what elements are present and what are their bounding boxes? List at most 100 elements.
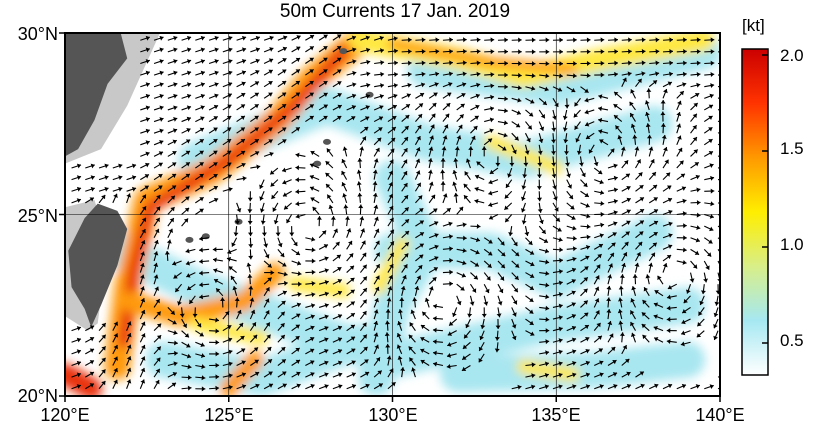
current-vector: [539, 37, 550, 43]
current-vector: [635, 172, 643, 181]
current-vector: [648, 252, 656, 262]
current-vector: [305, 57, 314, 64]
current-vector: [85, 348, 95, 355]
current-vector: [236, 309, 242, 320]
current-vector: [442, 207, 452, 215]
current-vector: [621, 71, 632, 77]
current-vector: [85, 163, 95, 169]
current-vector: [181, 128, 191, 134]
current-vector: [250, 58, 260, 65]
current-vector: [690, 71, 701, 77]
current-vector: [690, 82, 701, 88]
lat-label-25n: 25°N: [17, 206, 58, 226]
current-vector: [208, 93, 219, 99]
current-vector: [222, 47, 233, 53]
current-vector: [442, 60, 453, 66]
current-vector: [98, 175, 109, 181]
current-vector: [653, 325, 664, 332]
current-vector: [264, 270, 275, 276]
current-vector: [442, 102, 451, 111]
current-vector: [325, 160, 334, 169]
current-vector: [662, 254, 672, 262]
current-vector: [236, 150, 246, 157]
current-vector: [414, 135, 421, 146]
current-vector: [704, 188, 715, 194]
current-vector: [167, 228, 173, 238]
current-vector: [704, 49, 715, 55]
current-vector: [613, 114, 623, 122]
current-vector: [440, 158, 446, 169]
current-vector: [153, 334, 162, 343]
current-vector: [415, 102, 424, 111]
current-vector: [607, 242, 616, 250]
current-vector: [248, 226, 254, 237]
current-vector: [318, 57, 328, 64]
current-vector: [360, 126, 369, 134]
current-vector: [261, 226, 267, 237]
current-vector: [401, 274, 407, 285]
current-vector: [346, 82, 357, 88]
current-vector: [497, 37, 508, 43]
current-vector: [273, 214, 279, 225]
current-vector: [470, 71, 481, 77]
current-vector: [291, 335, 300, 343]
current-vector: [272, 202, 279, 212]
current-vector: [222, 349, 233, 355]
current-vector: [538, 133, 544, 143]
current-vector: [456, 295, 462, 306]
current-vector: [222, 187, 233, 192]
current-vector: [250, 359, 259, 366]
current-vector: [373, 158, 379, 169]
current-vector: [291, 80, 301, 88]
current-vector: [618, 297, 623, 308]
current-vector: [429, 37, 440, 43]
current-vector: [359, 136, 367, 146]
current-vector: [318, 115, 328, 123]
current-vector: [277, 237, 283, 248]
current-vector: [511, 260, 520, 269]
current-vector: [286, 214, 293, 224]
current-vector: [607, 71, 618, 77]
current-vector: [318, 92, 328, 99]
current-vector: [332, 360, 343, 367]
island-2: [323, 138, 331, 145]
current-vector: [387, 126, 397, 134]
current-vector: [195, 364, 206, 370]
current-vector: [387, 263, 394, 273]
current-vector: [415, 254, 424, 262]
current-vector: [456, 248, 467, 253]
current-vector: [139, 356, 146, 366]
current-vector: [666, 305, 677, 311]
current-vector: [607, 163, 618, 169]
current-vector: [325, 183, 334, 192]
current-vector: [580, 288, 588, 297]
current-vector: [483, 260, 492, 269]
current-vector: [593, 243, 604, 250]
current-vector: [236, 104, 246, 111]
current-vector: [401, 93, 411, 99]
current-vector: [511, 37, 522, 43]
current-vector: [263, 80, 273, 88]
current-vector: [428, 124, 435, 134]
current-vector: [642, 299, 650, 308]
current-vector: [594, 372, 604, 378]
current-vector: [606, 297, 612, 308]
current-vector: [346, 228, 352, 238]
current-vector: [552, 202, 559, 212]
current-vector: [593, 298, 600, 308]
current-vector: [263, 92, 273, 99]
current-vector: [504, 190, 513, 199]
current-vector: [621, 231, 630, 239]
current-vector: [594, 37, 605, 43]
current-vector: [607, 175, 618, 181]
current-vector: [401, 147, 408, 157]
current-vector: [598, 94, 609, 100]
current-vector: [566, 372, 577, 378]
current-vector: [645, 111, 650, 122]
current-vector: [277, 290, 288, 297]
current-vector: [153, 105, 164, 111]
current-vector: [525, 121, 533, 130]
current-vector: [580, 360, 590, 367]
current-vector: [520, 191, 526, 201]
current-vector: [387, 48, 398, 54]
